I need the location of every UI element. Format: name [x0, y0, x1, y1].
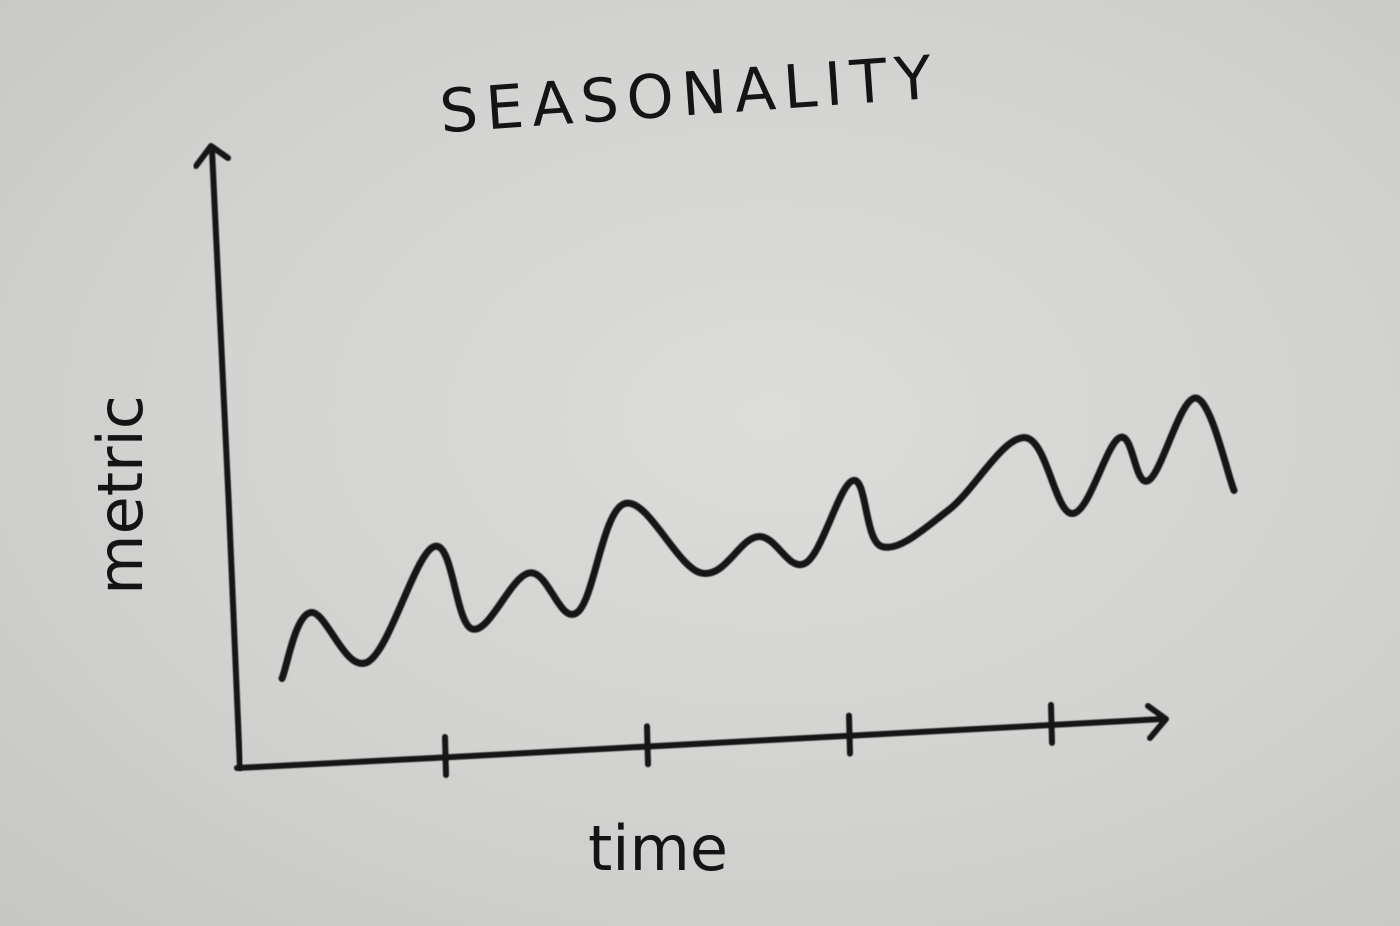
x-axis-arrowhead: [1145, 703, 1169, 741]
chart-title: SEASONALITY: [437, 43, 941, 148]
x-axis: [234, 703, 1169, 771]
x-axis-tick: [1048, 701, 1055, 746]
y-axis-arrowhead: [193, 143, 231, 169]
x-axis-tick: [644, 723, 651, 768]
x-axis-ticks: [442, 701, 1055, 778]
x-axis-label: time: [588, 812, 728, 885]
y-axis: [193, 143, 243, 771]
y-axis-label: metric: [84, 395, 157, 595]
y-axis-line: [209, 147, 243, 771]
x-axis-line: [234, 716, 1166, 771]
x-axis-tick: [846, 712, 853, 757]
x-axis-tick: [442, 734, 449, 778]
series-line: [278, 394, 1238, 682]
